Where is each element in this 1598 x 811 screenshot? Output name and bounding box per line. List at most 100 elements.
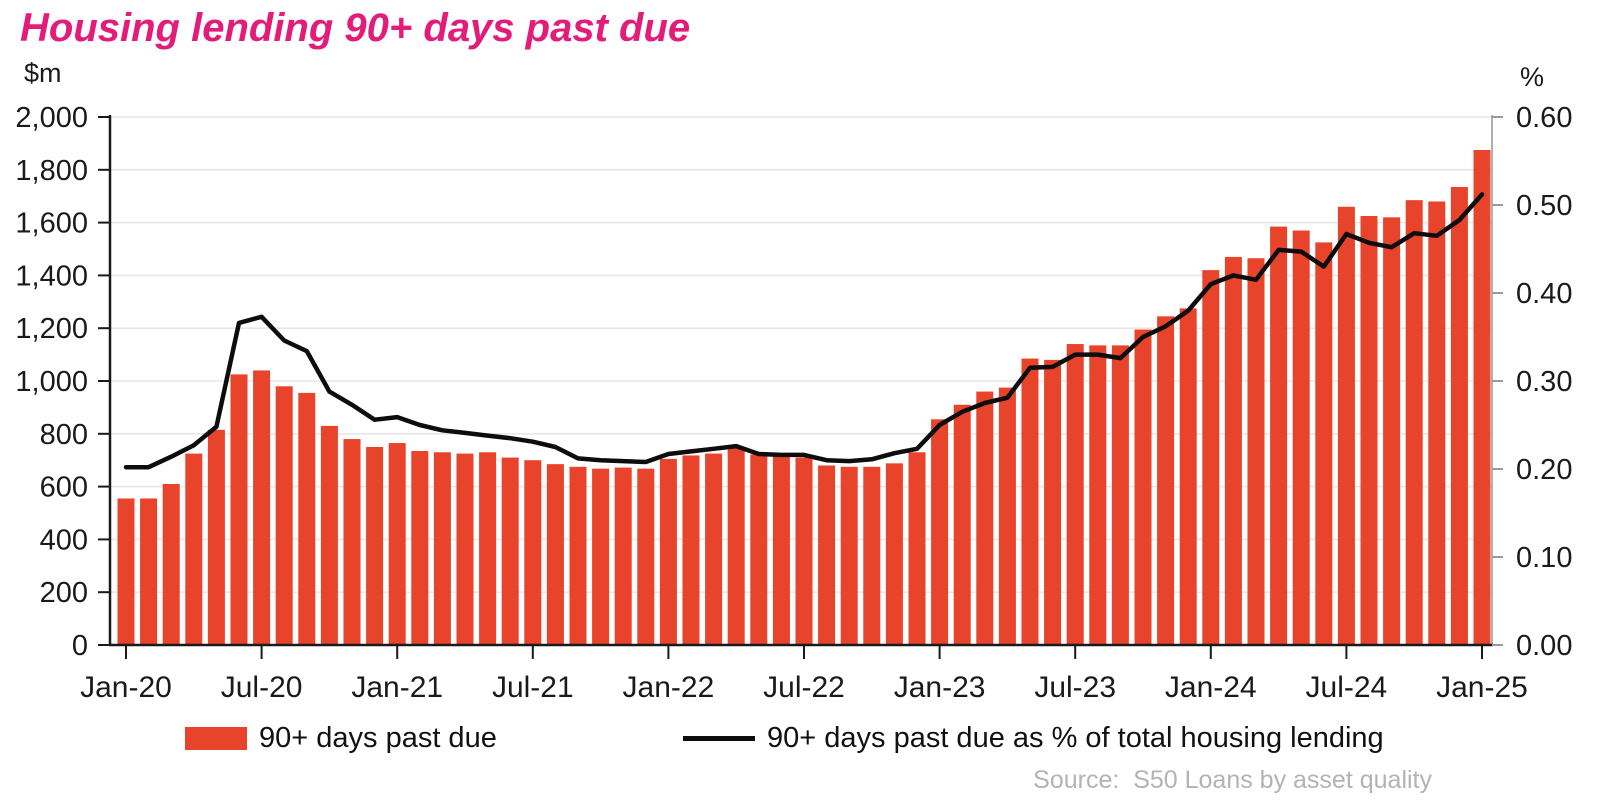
right-axis-tick-label: 0.40 — [1516, 278, 1572, 310]
bar-Apr-24 — [1270, 226, 1288, 645]
left-axis-tick-label: 0 — [72, 630, 88, 662]
bar-Feb-20 — [140, 498, 158, 645]
bar-Nov-24 — [1428, 201, 1446, 646]
bar-Sep-21 — [569, 466, 587, 645]
bar-Nov-23 — [1157, 316, 1175, 645]
bar-Jun-21 — [501, 457, 519, 645]
left-axis-tick-label: 800 — [40, 419, 88, 451]
bar-May-24 — [1292, 230, 1310, 645]
bar-Mar-22 — [705, 453, 723, 645]
right-axis-tick-label: 0.20 — [1516, 454, 1572, 486]
bar-Jun-20 — [230, 374, 248, 645]
bar-Feb-21 — [411, 450, 429, 645]
bar-series-swatch-icon — [185, 727, 247, 750]
bar-Mar-23 — [976, 391, 994, 645]
bar-Aug-22 — [818, 465, 836, 645]
x-axis-tick-label: Jan-21 — [351, 671, 443, 704]
bar-Oct-21 — [592, 468, 610, 645]
bar-May-21 — [479, 452, 497, 645]
left-axis-tick-label: 1,800 — [15, 155, 88, 187]
chart-title: Housing lending 90+ days past due — [20, 6, 691, 50]
bar-Dec-20 — [366, 447, 384, 645]
percent-line-series — [123, 192, 1485, 470]
bar-Nov-22 — [885, 463, 903, 645]
x-axis-tick-label: Jul-23 — [1034, 671, 1116, 704]
right-axis-tick-label: 0.50 — [1516, 190, 1572, 222]
x-axis-tick-label: Jul-20 — [221, 671, 303, 704]
bar-Jun-24 — [1315, 242, 1333, 645]
left-axis-tick-label: 2,000 — [15, 102, 88, 134]
left-axis-tick-label: 1,600 — [15, 208, 88, 240]
source-note: Source: S50 Loans by asset quality — [1033, 766, 1432, 794]
bar-Mar-20 — [162, 483, 180, 645]
left-axis-tick-label: 1,000 — [15, 366, 88, 398]
bar-Sep-22 — [840, 466, 858, 645]
bar-Jan-20 — [117, 498, 135, 645]
bar-Feb-22 — [682, 455, 700, 645]
legend-item-line: 90+ days past due as % of total housing … — [683, 722, 1384, 755]
right-axis-tick-label: 0.60 — [1516, 102, 1572, 134]
right-axis-unit-label: % — [1520, 62, 1545, 92]
right-axis-tick-label: 0.00 — [1516, 630, 1572, 662]
bar-Aug-24 — [1360, 216, 1378, 645]
bar-Oct-20 — [320, 425, 338, 645]
bar-Sep-20 — [298, 392, 316, 645]
bar-Dec-23 — [1179, 308, 1197, 645]
bar-Aug-23 — [1089, 345, 1107, 645]
bar-Dec-24 — [1450, 186, 1468, 645]
bar-Jan-24 — [1202, 270, 1220, 645]
bar-Nov-21 — [614, 467, 632, 645]
bar-Apr-23 — [998, 387, 1016, 645]
bar-Sep-24 — [1383, 217, 1401, 645]
bar-Jan-21 — [388, 443, 406, 645]
line-series-swatch-icon — [683, 736, 755, 741]
bar-Jul-20 — [253, 370, 271, 645]
bar-Mar-24 — [1247, 258, 1265, 645]
bar-series-legend-label: 90+ days past due — [259, 722, 497, 754]
left-axis-tick-label: 1,400 — [15, 260, 88, 292]
x-axis-tick-label: Jan-24 — [1165, 671, 1257, 704]
bar-May-23 — [1021, 358, 1039, 645]
bar-Aug-21 — [546, 464, 564, 645]
bar-Feb-23 — [953, 404, 971, 645]
bar-Dec-22 — [908, 452, 926, 645]
bar-Jun-22 — [772, 456, 790, 645]
left-axis-tick-label: 600 — [40, 472, 88, 504]
bar-Aug-20 — [275, 386, 293, 645]
right-axis-tick-label: 0.10 — [1516, 542, 1572, 574]
x-axis-tick-label: Jan-20 — [80, 671, 172, 704]
left-axis-tick-label: 1,200 — [15, 313, 88, 345]
x-axis-tick-label: Jan-22 — [623, 671, 715, 704]
bar-Dec-21 — [637, 468, 655, 645]
x-axis-tick-label: Jan-23 — [894, 671, 986, 704]
bar-Jul-23 — [1066, 344, 1084, 645]
bar-Jan-22 — [659, 458, 677, 645]
right-axis-tick-label: 0.30 — [1516, 366, 1572, 398]
bar-Apr-20 — [185, 453, 203, 645]
bar-May-20 — [207, 429, 225, 645]
bar-Oct-22 — [863, 466, 881, 645]
x-axis-tick-label: Jul-21 — [492, 671, 574, 704]
bar-Jul-21 — [524, 460, 542, 645]
line-series-legend-label: 90+ days past due as % of total housing … — [767, 722, 1384, 754]
bar-Oct-23 — [1134, 329, 1152, 645]
x-axis-tick-label: Jan-25 — [1436, 671, 1528, 704]
bar-Jan-25 — [1473, 150, 1491, 645]
bar-Oct-24 — [1405, 200, 1423, 645]
bar-Jan-23 — [931, 419, 949, 645]
left-axis-tick-label: 200 — [40, 577, 88, 609]
bar-May-22 — [750, 454, 768, 645]
bar-Feb-24 — [1224, 256, 1242, 645]
bar-Apr-22 — [727, 447, 745, 645]
x-axis-tick-label: Jul-24 — [1306, 671, 1388, 704]
bar-Jul-22 — [795, 457, 813, 645]
x-axis-tick-label: Jul-22 — [763, 671, 845, 704]
bar-Mar-21 — [433, 452, 451, 645]
bar-Jul-24 — [1337, 206, 1355, 645]
left-axis-tick-label: 400 — [40, 524, 88, 556]
bar-Sep-23 — [1111, 345, 1129, 645]
legend-item-bars: 90+ days past due — [185, 722, 497, 755]
left-axis-unit-label: $m — [24, 58, 62, 88]
bar-Nov-20 — [343, 439, 361, 645]
